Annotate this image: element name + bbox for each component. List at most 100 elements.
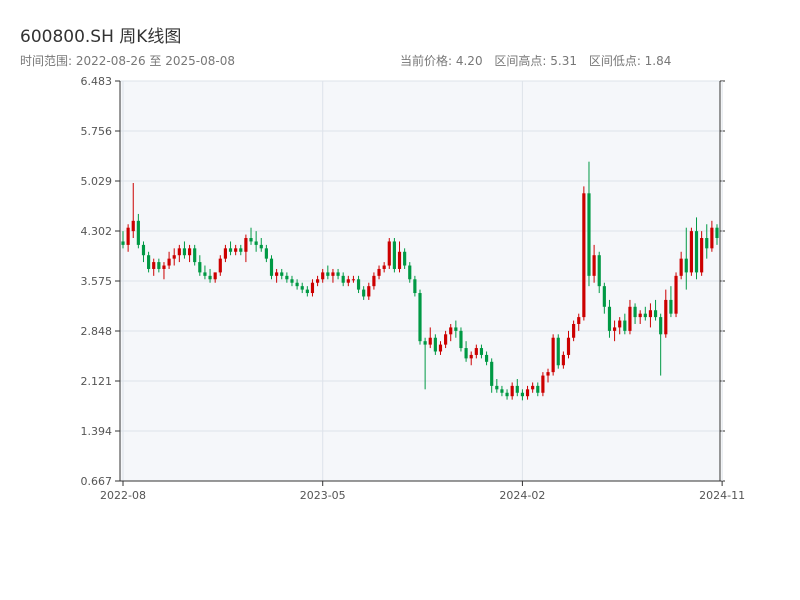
candle-body xyxy=(653,310,658,318)
candle-body xyxy=(674,275,678,314)
candle-body xyxy=(612,327,617,331)
candle-body xyxy=(187,248,192,256)
candle-body xyxy=(249,238,253,242)
candle-body xyxy=(500,389,504,393)
candle-body xyxy=(597,255,601,287)
candle-body xyxy=(556,337,560,366)
y-tick-label: 5.029 xyxy=(81,175,113,188)
candle-body xyxy=(592,255,596,276)
candle-body xyxy=(239,248,243,252)
candle-body xyxy=(377,268,381,276)
candle-body xyxy=(131,220,135,232)
candle-body xyxy=(305,289,309,294)
candle-body xyxy=(669,299,673,314)
candle-body xyxy=(208,275,212,280)
y-tick-label: 1.394 xyxy=(81,425,113,438)
candle-body xyxy=(659,317,663,335)
candle-body xyxy=(264,248,268,259)
candle-body xyxy=(454,327,458,331)
candle-body xyxy=(275,272,279,276)
candle-body xyxy=(295,282,299,287)
x-tick-label: 2023-05 xyxy=(300,489,346,502)
x-tick-label: 2022-08 xyxy=(100,489,146,502)
candle-body xyxy=(546,372,550,376)
candle-body xyxy=(628,306,632,331)
chart-title: 600800.SH 周K线图 xyxy=(20,27,182,47)
candle-body xyxy=(607,306,612,331)
candle-body xyxy=(459,330,463,349)
candle-body xyxy=(648,310,653,318)
candle-body xyxy=(259,244,263,249)
candle-body xyxy=(141,244,146,256)
candle-body xyxy=(561,354,565,366)
candle-body xyxy=(351,279,356,281)
candle-body xyxy=(121,241,125,245)
candle-body xyxy=(525,389,530,397)
candle-body xyxy=(520,392,525,397)
candle-body xyxy=(582,193,586,318)
candle-body xyxy=(433,337,437,352)
candle-body xyxy=(269,258,274,276)
candle-body xyxy=(572,323,576,338)
candle-body xyxy=(469,354,473,359)
candle-body xyxy=(623,320,627,331)
candle-body xyxy=(290,279,294,283)
y-tick-label: 3.575 xyxy=(81,275,113,288)
y-tick-label: 5.756 xyxy=(81,125,113,138)
candle-body xyxy=(310,282,315,294)
candle-body xyxy=(362,289,366,297)
candle-body xyxy=(618,320,622,328)
candle-body xyxy=(326,272,330,276)
candle-body xyxy=(397,251,402,269)
candle-body xyxy=(484,354,489,362)
candle-body xyxy=(679,258,683,276)
time-range-text: 时间范围: 2022-08-26 至 2025-08-08 xyxy=(20,54,235,68)
candle-body xyxy=(392,241,396,269)
range-high-text: 区间高点: 5.31 xyxy=(494,54,577,68)
candle-body xyxy=(577,317,581,324)
candle-body xyxy=(413,279,417,294)
candle-body xyxy=(152,262,156,269)
range-low-text: 区间低点: 1.84 xyxy=(588,54,672,68)
candle-body xyxy=(372,275,376,287)
y-tick-label: 2.848 xyxy=(81,325,113,338)
candle-body xyxy=(438,344,443,352)
candle-body xyxy=(689,231,693,273)
candle-body xyxy=(700,238,704,273)
candle-body xyxy=(244,238,248,252)
candle-body xyxy=(495,385,499,390)
candle-body xyxy=(341,275,345,283)
candle-body xyxy=(403,251,407,266)
candle-body xyxy=(408,265,412,280)
candle-body xyxy=(633,306,637,318)
candle-body xyxy=(474,348,478,355)
candle-body xyxy=(602,286,606,307)
candle-body xyxy=(172,255,176,259)
candle-body xyxy=(490,361,494,386)
candle-body xyxy=(254,241,258,245)
candle-body xyxy=(387,241,391,266)
candle-body xyxy=(203,272,207,276)
candle-body xyxy=(464,348,468,359)
candle-body xyxy=(182,248,187,256)
candle-body xyxy=(126,227,130,245)
candle-body xyxy=(315,279,320,283)
y-tick-label: 4.302 xyxy=(81,225,113,238)
x-tick-label: 2024-11 xyxy=(699,489,745,502)
candle-body xyxy=(382,265,386,269)
candle-body xyxy=(531,385,535,390)
candle-body xyxy=(587,193,591,276)
candle-body xyxy=(510,385,514,397)
candle-body xyxy=(193,248,197,263)
candle-body xyxy=(336,272,340,276)
candle-body xyxy=(428,337,432,345)
candle-body xyxy=(280,272,284,276)
candle-body xyxy=(223,248,228,259)
candle-body xyxy=(213,272,217,280)
candle-body xyxy=(536,385,540,393)
candle-body xyxy=(715,227,719,239)
candle-body xyxy=(346,279,350,283)
candle-body xyxy=(566,337,571,355)
candle-body xyxy=(694,231,699,273)
